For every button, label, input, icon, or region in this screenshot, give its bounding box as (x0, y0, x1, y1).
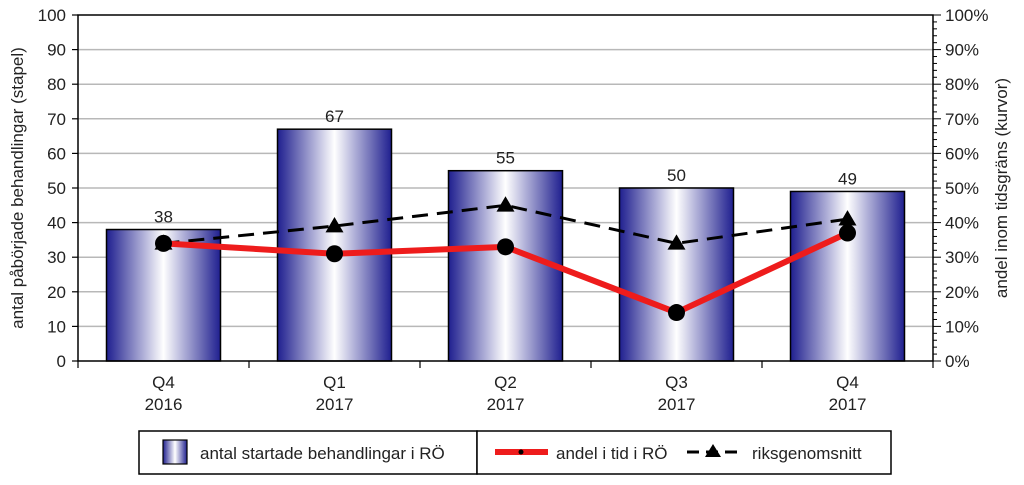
legend-swatch-bars (162, 439, 188, 465)
marker-andel-i-tid-3 (668, 304, 685, 322)
y2-tick-label: 0% (945, 352, 970, 371)
legend-label-bars: antal startade behandlingar i RÖ (200, 444, 445, 463)
bar-1 (276, 128, 393, 362)
y2-tick-label: 50% (945, 179, 979, 198)
x-category-label: Q3 2017 (658, 373, 696, 414)
y-tick-label: 30 (47, 248, 66, 267)
y2-tick-label: 60% (945, 144, 979, 163)
y2-axis-title: andel inom tidsgräns (kurvor) (992, 78, 1011, 298)
marker-andel-i-tid-1 (326, 245, 343, 263)
bar-data-label: 67 (325, 107, 344, 126)
y2-tick-label: 20% (945, 283, 979, 302)
marker-riksgenomsnitt-3 (667, 234, 686, 250)
x-category-label: Q2 2017 (487, 373, 525, 414)
marker-andel-i-tid-4 (839, 224, 856, 242)
legend-marker-triangle (705, 444, 721, 457)
y-tick-label: 60 (47, 144, 66, 163)
y-tick-label: 80 (47, 75, 66, 94)
y-axis-title: antal påbörjade behandlingar (stapel) (8, 47, 27, 329)
y-tick-label: 100 (38, 6, 66, 25)
bar-3 (618, 187, 735, 362)
legend-marker-red (518, 449, 524, 455)
x-category-label: Q4 2016 (145, 373, 183, 414)
y-tick-label: 0 (57, 352, 66, 371)
y2-tick-label: 40% (945, 214, 979, 233)
y2-tick-label: 70% (945, 110, 979, 129)
marker-riksgenomsnitt-2 (496, 196, 515, 212)
x-category-label: Q1 2017 (316, 373, 354, 414)
x-category-label: Q4 2017 (829, 373, 867, 414)
marker-riksgenomsnitt-1 (325, 217, 344, 233)
y-tick-label: 70 (47, 110, 66, 129)
y2-tick-label: 90% (945, 41, 979, 60)
bar-data-label: 50 (667, 166, 686, 185)
legend-label-red: andel i tid i RÖ (556, 444, 668, 463)
y2-tick-label: 100% (945, 6, 988, 25)
bar-data-label: 38 (154, 208, 173, 227)
y-tick-label: 40 (47, 214, 66, 233)
y2-tick-label: 10% (945, 317, 979, 336)
marker-riksgenomsnitt-4 (838, 210, 857, 226)
bar-data-label: 49 (838, 169, 857, 188)
bar-data-label: 55 (496, 149, 515, 168)
y2-tick-label: 30% (945, 248, 979, 267)
marker-riksgenomsnitt-0 (154, 234, 173, 250)
y-tick-label: 90 (47, 41, 66, 60)
y2-tick-label: 80% (945, 75, 979, 94)
y-tick-label: 20 (47, 283, 66, 302)
y-tick-label: 10 (47, 317, 66, 336)
y-tick-label: 50 (47, 179, 66, 198)
marker-andel-i-tid-2 (497, 238, 514, 256)
legend-label-black: riksgenomsnitt (752, 444, 862, 463)
line-riksgenomsnitt (163, 203, 848, 245)
